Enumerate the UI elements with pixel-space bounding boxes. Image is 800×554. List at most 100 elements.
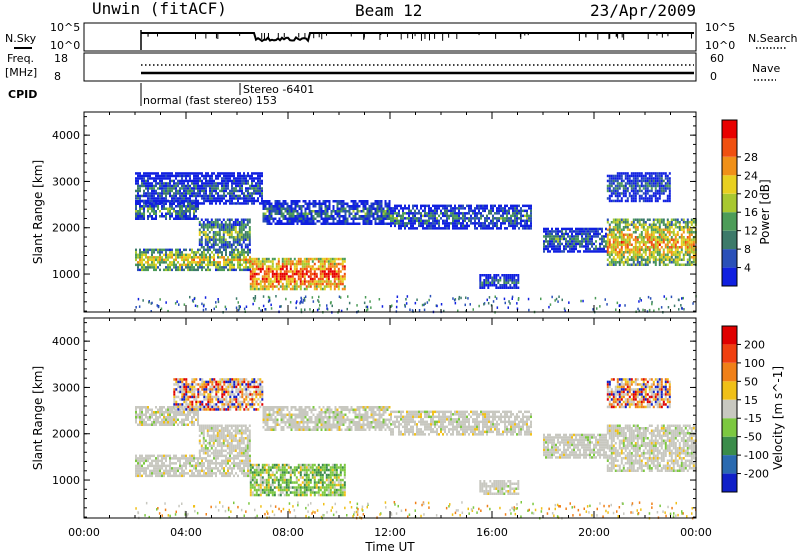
echo-cell: [303, 277, 306, 281]
echo-cell: [201, 194, 203, 198]
echo-cell: [262, 207, 265, 210]
echo-cell: [287, 260, 290, 263]
echo-cell: [173, 182, 175, 185]
echo-cell: [231, 199, 233, 203]
echo-cell: [313, 262, 316, 266]
echo-cell: [171, 215, 173, 218]
echo-cell: [559, 245, 561, 248]
echo-cell: [646, 172, 649, 175]
echo-cell: [436, 204, 438, 208]
freq-frame: [83, 52, 697, 82]
echo-cell: [220, 236, 223, 239]
echo-cell: [587, 230, 589, 233]
echo-cell: [137, 464, 139, 468]
echo-cell: [139, 212, 141, 215]
echo-cell: [610, 174, 613, 178]
echo-cell: [237, 197, 239, 200]
echo-cell: [553, 242, 555, 246]
echo-cell: [593, 242, 595, 246]
echo-cell: [678, 226, 681, 229]
echo-cell: [436, 222, 438, 225]
echo-cell: [193, 205, 195, 208]
echo-cell: [343, 277, 346, 281]
echo-cell: [557, 227, 559, 231]
echo-cell: [364, 217, 367, 220]
echo-cell: [137, 177, 139, 180]
echo-cell: [498, 217, 500, 220]
echo-cell: [666, 184, 669, 188]
echo-cell: [420, 217, 422, 220]
echo-cell: [159, 251, 161, 254]
cpid-strip: CPID Stereo -6401 normal (fast stereo) 1…: [8, 83, 314, 107]
echo-cell: [339, 277, 342, 281]
echo-cell: [428, 224, 430, 228]
echo-cell: [360, 215, 363, 218]
echo-cell: [606, 221, 609, 224]
echo-cell: [430, 212, 432, 215]
echo-cell: [187, 179, 189, 183]
echo-cell: [277, 275, 280, 278]
echo-cell: [183, 263, 185, 267]
echo-cell: [201, 268, 203, 272]
echo-cell: [211, 177, 213, 180]
echo-cell: [217, 199, 219, 203]
echo-cell: [680, 228, 683, 231]
echo-cell: [221, 197, 223, 200]
echo-cell: [151, 469, 153, 473]
echo-cell: [454, 204, 456, 208]
echo-cell: [496, 207, 498, 210]
echo-cell: [291, 287, 294, 291]
echo-cell: [137, 184, 139, 188]
echo-cell: [577, 230, 579, 233]
echo-cell: [315, 275, 318, 278]
echo-cell: [587, 240, 589, 243]
echo-cell: [658, 192, 661, 195]
echo-cell: [508, 217, 510, 220]
echo-cell: [333, 285, 336, 288]
echo-cell: [658, 194, 661, 198]
echo-cell: [692, 231, 695, 234]
echo-cell: [606, 263, 609, 266]
echo-cell: [189, 174, 191, 178]
echo-cell: [219, 194, 221, 198]
echo-cell: [277, 282, 280, 286]
echo-cell: [384, 217, 387, 220]
echo-cell: [428, 219, 430, 223]
echo-cell: [175, 187, 177, 190]
echo-cell: [241, 202, 243, 205]
echo-cell: [612, 238, 615, 241]
echo-cell: [587, 250, 589, 253]
echo-cell: [268, 200, 271, 203]
echo-cell: [177, 251, 179, 254]
echo-cell: [171, 197, 173, 200]
echo-cell: [561, 242, 563, 246]
echo-cell: [204, 238, 207, 241]
echo-cell: [589, 250, 591, 253]
echo-cell: [654, 241, 657, 244]
echo-cell: [157, 459, 159, 463]
echo-cell: [173, 174, 175, 178]
echo-cell: [601, 230, 603, 233]
echo-cell: [632, 238, 635, 241]
echo-cell: [665, 297, 668, 301]
echo-cell: [606, 258, 609, 261]
echo-cell: [204, 296, 207, 299]
echo-cell: [237, 263, 239, 267]
echo-cell: [193, 189, 195, 193]
echo-cell: [468, 217, 470, 220]
echo-cell: [294, 202, 297, 205]
echo-cell: [139, 202, 141, 205]
echo-cell: [563, 307, 566, 310]
echo-cell: [654, 199, 657, 203]
echo-cell: [676, 251, 679, 254]
echo-cell: [616, 236, 619, 239]
echo-cell: [207, 266, 209, 269]
echo-cell: [356, 210, 359, 213]
echo-cell: [640, 184, 643, 188]
echo-cell: [684, 253, 687, 256]
echo-cell: [335, 275, 338, 278]
echo-cell: [656, 236, 659, 239]
echo-cell: [630, 258, 633, 261]
echo-cell: [171, 199, 173, 203]
echo-cell: [273, 280, 276, 283]
